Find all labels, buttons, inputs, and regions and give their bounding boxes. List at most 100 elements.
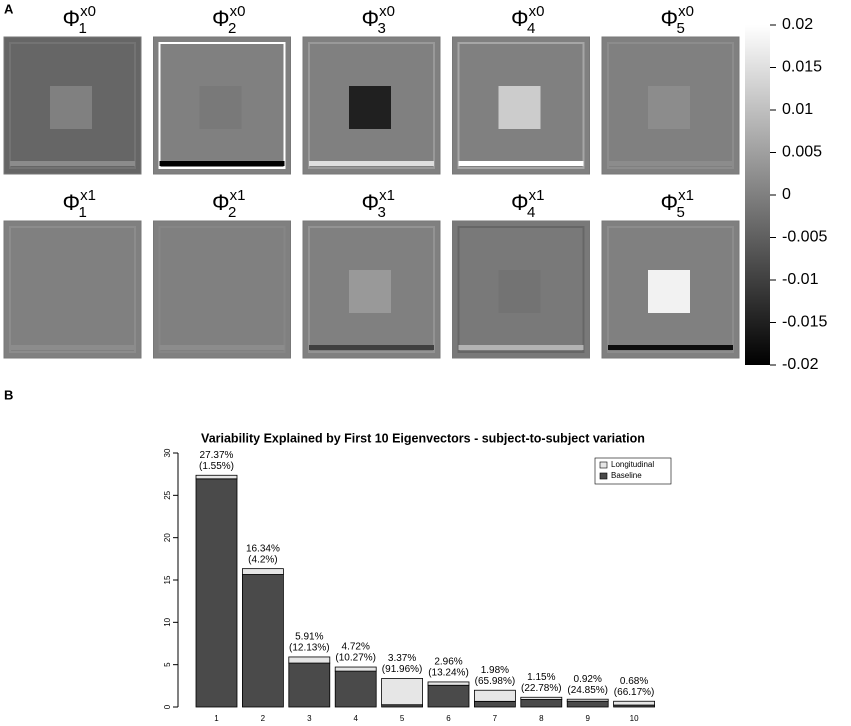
tile-center (498, 270, 541, 313)
tile-center (50, 270, 92, 313)
x-tick-label: 1 (214, 714, 219, 723)
subscript: 4 (527, 204, 535, 221)
colorbar-tick-label: 0.005 (782, 144, 822, 161)
legend-label: Longitudinal (611, 460, 654, 469)
superscript: x1 (678, 187, 694, 204)
superscript: x1 (529, 187, 545, 204)
tile-label: Φx0 1 (63, 3, 96, 37)
tile-band (159, 345, 285, 350)
x-tick-label: 2 (261, 714, 266, 723)
bar-segment (381, 678, 424, 706)
superscript: x0 (529, 3, 545, 20)
symbol: Φ (63, 190, 81, 215)
bar-segment (241, 574, 284, 708)
bar-total-label: 1.15% (527, 672, 555, 683)
bar-segment (520, 696, 563, 700)
bar-segment (334, 666, 377, 672)
subscript: 1 (79, 204, 87, 221)
superscript: x1 (230, 187, 246, 204)
bar-segment (427, 681, 470, 686)
y-tick-label: 0 (163, 704, 172, 709)
legend-swatch (599, 461, 608, 469)
superscript: x0 (80, 3, 96, 20)
tile-label: Φx0 5 (661, 3, 694, 37)
tile-frame (607, 42, 734, 169)
bar-segment (566, 698, 609, 702)
bar-segment (520, 699, 563, 708)
bar-share-label: (91.96%) (382, 664, 423, 675)
tile-center (199, 86, 242, 129)
bar-segment (427, 684, 470, 708)
tile-label: Φx1 5 (661, 187, 694, 221)
x-tick-label: 3 (307, 714, 312, 723)
x-tick-label: 10 (630, 714, 639, 723)
bar-segment (288, 656, 331, 664)
tile-band (309, 161, 434, 166)
tile-frame (9, 42, 136, 169)
superscript: x1 (379, 187, 395, 204)
bar-total-label: 0.68% (620, 676, 648, 687)
bar-segment (473, 689, 516, 702)
subscript: 3 (378, 20, 386, 37)
bar-segment (195, 478, 238, 708)
tile-center (498, 86, 541, 129)
bar-total-label: 1.98% (481, 665, 509, 676)
tile-center (50, 86, 92, 129)
x-tick-label: 4 (353, 714, 358, 723)
bar-segment (334, 670, 377, 708)
subscript: 2 (228, 20, 236, 37)
bar-share-label: (24.85%) (567, 685, 608, 696)
tile-band (608, 161, 733, 166)
tile-band (608, 345, 733, 350)
tile-band (458, 161, 584, 166)
tile-center (199, 270, 242, 313)
tile-label: Φx1 3 (362, 187, 395, 221)
tile-frame (9, 226, 136, 353)
symbol: Φ (212, 190, 230, 215)
subscript: 2 (228, 204, 236, 221)
bar-total-label: 2.96% (434, 657, 462, 668)
bar-segment (288, 662, 331, 708)
bar-share-label: (22.78%) (521, 683, 562, 694)
bar-share-label: (65.98%) (475, 676, 516, 687)
y-tick-label: 20 (163, 533, 172, 542)
tile-frame (158, 226, 286, 353)
bar-total-label: 16.34% (246, 543, 280, 554)
bar-total-label: 5.91% (295, 632, 323, 643)
bar-segment (195, 474, 238, 480)
symbol: Φ (511, 6, 529, 31)
subscript: 5 (677, 20, 685, 37)
y-tick-label: 10 (163, 617, 172, 626)
tile-center (349, 86, 391, 129)
tile-label: Φx1 4 (511, 187, 544, 221)
superscript: x1 (80, 187, 96, 204)
tile-label: Φx0 4 (511, 3, 544, 37)
bar-share-label: (12.13%) (289, 643, 330, 654)
colorbar-tick-label: 0.01 (782, 101, 813, 118)
tile-frame (457, 42, 585, 169)
subscript: 5 (677, 204, 685, 221)
bar-segment (241, 568, 284, 575)
colorbar-tick-label: 0 (782, 186, 791, 203)
tile-label: Φx0 3 (362, 3, 395, 37)
y-tick-label: 30 (163, 448, 172, 457)
colorbar-tick-label: -0.02 (782, 356, 819, 373)
tile-frame (308, 42, 435, 169)
panel-label: B (4, 387, 13, 402)
bar-total-label: 27.37% (200, 450, 234, 461)
subscript: 1 (79, 20, 87, 37)
bar-share-label: (1.55%) (199, 461, 234, 472)
tile-band (10, 345, 135, 350)
colorbar-tick-label: -0.01 (782, 271, 819, 288)
colorbar-tick-label: 0.02 (782, 16, 813, 33)
bar-segment (473, 700, 516, 708)
chart-title: Variability Explained by First 10 Eigenv… (201, 431, 645, 445)
legend-box (594, 457, 672, 485)
subscript: 3 (378, 204, 386, 221)
panel-label: A (4, 1, 14, 16)
legend-swatch (599, 472, 608, 480)
colorbar-tick-label: -0.015 (782, 314, 827, 331)
x-tick-label: 5 (400, 714, 405, 723)
x-tick-label: 6 (446, 714, 451, 723)
